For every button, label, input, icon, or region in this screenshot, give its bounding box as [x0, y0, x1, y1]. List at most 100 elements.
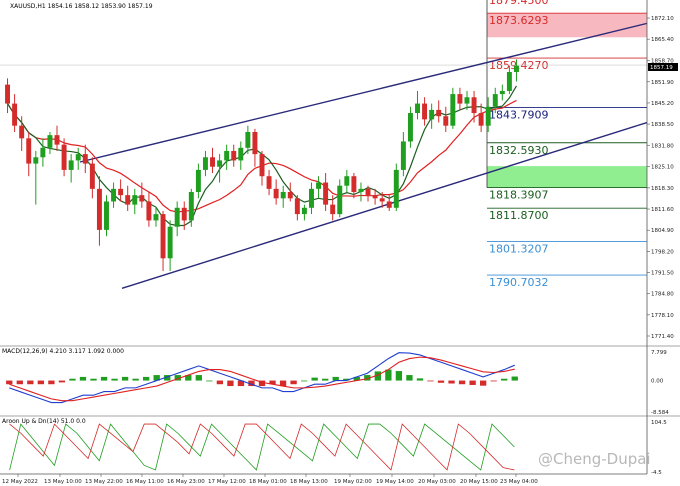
macd-histogram-bar	[501, 378, 508, 381]
candle-body	[464, 97, 470, 104]
price-tick-label: 1851.90	[651, 80, 674, 86]
candle-body	[125, 195, 131, 205]
candle-body	[344, 176, 350, 186]
candle-body	[429, 109, 435, 120]
fib-levels: 1879.4500 1873.6293 1859.4270 1843.7909 1832…	[0, 0, 647, 289]
candle-body	[259, 154, 265, 177]
fib-level-label: 1790.7032	[489, 276, 549, 289]
candle-body	[358, 188, 364, 192]
macd-histogram-bar	[416, 378, 424, 381]
time-axis: 12 May 2022 13 May 10:00 13 May 22:00 16 Ma…	[2, 474, 538, 485]
macd-histogram-bar	[458, 380, 466, 385]
price-tick-label: 1845.20	[651, 101, 674, 107]
macd-histogram-bar	[290, 380, 297, 385]
price-tick-label: 1798.20	[651, 249, 674, 255]
time-tick-label: 18 May 01:00	[249, 479, 287, 485]
macd-histogram-bar	[237, 380, 245, 387]
macd-histogram-bar	[385, 369, 392, 381]
price-pane[interactable]: 1879.4500 1873.6293 1859.4270 1843.7909 1832…	[0, 0, 648, 289]
macd-histogram-bar	[427, 380, 434, 382]
indicator-axis: 7.799 0.00 -8.584 104.5 -4.5	[651, 350, 669, 476]
macd-histogram-bar	[279, 380, 287, 387]
macd-histogram-bar	[248, 380, 255, 387]
candle-body	[26, 138, 32, 164]
watermark-text: @Cheng-Dupai	[538, 450, 651, 468]
candle-body	[238, 147, 244, 161]
current-price-label: 1857.19	[650, 65, 673, 71]
candle-body	[33, 157, 39, 164]
candle-body	[280, 192, 286, 199]
macd-histogram-bar	[16, 380, 23, 385]
aroon-axis-label: -4.5	[651, 470, 662, 476]
candle-body	[231, 150, 237, 161]
candle-body	[330, 204, 336, 215]
candle-body	[47, 135, 53, 148]
price-tick-label: 1784.80	[651, 292, 674, 298]
fib-level-label: 1801.3207	[489, 243, 549, 256]
candle-body	[19, 125, 25, 139]
candle-body	[111, 188, 117, 202]
candle-body	[188, 192, 194, 221]
macd-histogram-bar	[332, 376, 339, 381]
candle-body	[386, 201, 392, 208]
candle-body	[422, 103, 428, 120]
price-tick-label: 1825.10	[651, 164, 674, 170]
candle-body	[513, 65, 519, 72]
macd-histogram-bar	[216, 380, 224, 385]
candle-body	[160, 214, 166, 259]
candle-body	[499, 90, 505, 95]
macd-histogram-bar	[258, 380, 266, 387]
time-tick-label: 23 May 04:00	[500, 479, 538, 485]
aroon-axis-label: 104.5	[651, 420, 667, 426]
candle-body	[436, 109, 442, 117]
time-tick-label: 19 May 14:00	[376, 479, 414, 485]
candle-body	[5, 84, 11, 104]
candle-body	[210, 157, 215, 167]
price-tick-label: 1818.30	[651, 186, 674, 192]
aroon-pane[interactable]: Aroon Up & Dn(14) 51.0 0.0 @Cheng-Dupai	[0, 415, 680, 471]
price-tick-label: 1858.70	[651, 58, 674, 64]
macd-histogram-bar	[195, 375, 202, 381]
candle-body	[294, 198, 300, 215]
candle-body	[61, 144, 67, 170]
macd-histogram-bar	[353, 376, 360, 381]
macd-histogram-bar	[6, 380, 13, 385]
candle-body	[68, 160, 74, 170]
macd-line	[9, 352, 515, 404]
fib-level-label: 1843.7909	[489, 108, 549, 121]
candle-body	[40, 147, 46, 158]
candle-body	[351, 176, 357, 192]
current-price-badge: 1857.19	[648, 63, 678, 71]
fib-level-label: 1873.6293	[489, 14, 549, 27]
macd-histogram-bar	[343, 378, 350, 381]
candle-body	[96, 188, 102, 230]
candle-body	[273, 188, 279, 199]
candle-body	[478, 113, 484, 126]
resistance-zone	[487, 13, 647, 38]
aroon-down-line	[9, 423, 515, 471]
candle-body	[195, 169, 201, 192]
trend-channel[interactable]	[79, 22, 648, 289]
macd-histogram-bar	[479, 380, 487, 386]
macd-histogram-bar	[206, 380, 213, 382]
macd-histogram-bar	[437, 380, 445, 383]
fib-level-label: 1832.5930	[489, 144, 549, 157]
candle-body	[407, 113, 413, 142]
candle-body	[224, 150, 230, 161]
macd-histogram-bar	[79, 376, 87, 381]
time-tick-label: 18 May 13:00	[290, 479, 328, 485]
candles	[5, 59, 519, 271]
candle-body	[174, 207, 180, 227]
macd-axis-label: -8.584	[651, 410, 669, 416]
time-tick-label: 19 May 02:00	[334, 479, 372, 485]
candle-body	[393, 169, 399, 208]
price-tick-label: 1778.10	[651, 313, 674, 319]
macd-histogram-bar	[132, 378, 139, 381]
candle-body	[139, 195, 145, 202]
macd-histogram-bar	[511, 376, 518, 381]
macd-pane[interactable]: MACD(12,26,9) 4.210 3.117 1.092 0.000	[0, 345, 680, 404]
candle-body	[153, 214, 159, 221]
candle-body	[104, 201, 109, 230]
candle-body	[492, 94, 498, 107]
